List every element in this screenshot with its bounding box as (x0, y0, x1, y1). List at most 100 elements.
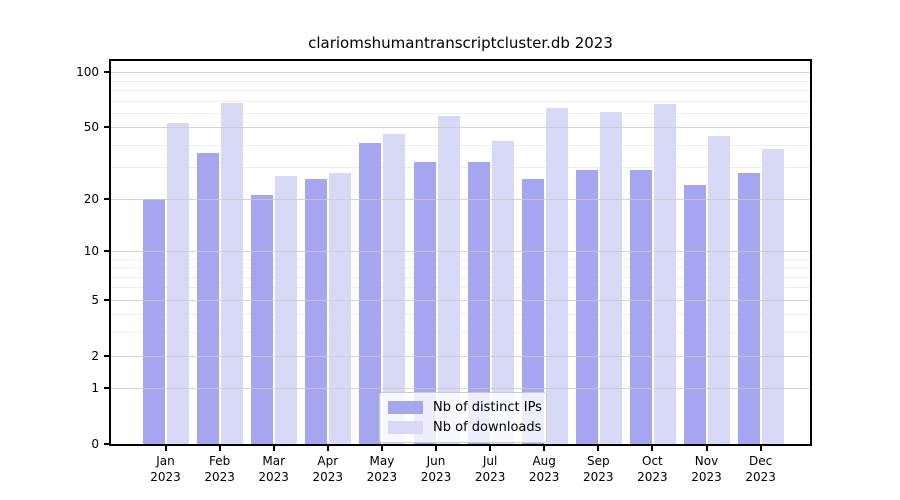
bar-nb-of-distinct-ips-jun (413, 162, 436, 444)
bar-nb-of-downloads-aug (545, 107, 568, 444)
bar-nb-of-downloads-feb (221, 102, 244, 444)
x-tick-mark (218, 446, 221, 451)
bar-nb-of-distinct-ips-mar (251, 195, 274, 444)
x-tick-mark (272, 446, 275, 451)
y-tick-label: 1 (91, 381, 99, 396)
gridline-minor (111, 144, 810, 146)
gridline-major (111, 250, 810, 252)
bar-nb-of-downloads-jul (491, 141, 514, 444)
plot-area (109, 59, 812, 446)
gridline-minor (111, 167, 810, 169)
y-tick-mark (104, 126, 109, 129)
x-tick-year: 2023 (204, 470, 235, 484)
legend-swatch (388, 401, 423, 414)
x-tick-month: May (369, 454, 395, 468)
bar-nb-of-distinct-ips-nov (684, 184, 706, 444)
y-tick-label: 2 (91, 348, 99, 363)
x-tick-year: 2023 (420, 470, 452, 484)
x-tick-label-jun: Jun 2023 (408, 453, 464, 485)
x-tick-mark (435, 446, 437, 451)
x-tick-mark (380, 446, 383, 451)
x-tick-year: 2023 (691, 470, 722, 484)
x-tick-month: Oct (642, 454, 663, 468)
gridline-minor (111, 80, 810, 82)
x-tick-year: 2023 (745, 470, 776, 484)
x-tick-label-mar: Mar 2023 (246, 453, 302, 485)
legend-item-nb-of-distinct-ips: Nb of distinct IPs (380, 399, 546, 416)
x-tick-year: 2023 (312, 470, 344, 484)
legend-label: Nb of downloads (433, 420, 542, 435)
gridline-major (111, 72, 810, 74)
y-tick-mark (104, 71, 109, 74)
bar-nb-of-downloads-sep (599, 111, 622, 444)
x-tick-label-feb: Feb 2023 (192, 453, 248, 485)
x-tick-month: Feb (208, 454, 231, 468)
x-tick-year: 2023 (528, 470, 560, 484)
x-tick-mark (543, 446, 546, 451)
x-tick-month: Sep (586, 454, 610, 468)
gridline-minor (111, 332, 810, 334)
gridline-major (111, 388, 810, 390)
y-tick-mark (104, 354, 109, 357)
gridline-minor (111, 314, 810, 316)
x-tick-month: Mar (262, 454, 285, 468)
x-tick-year: 2023 (474, 470, 506, 484)
x-tick-year: 2023 (150, 470, 181, 484)
x-tick-mark (759, 446, 762, 451)
gridline-minor (111, 112, 810, 114)
legend-item-nb-of-downloads: Nb of downloads (380, 419, 546, 436)
bar-nb-of-distinct-ips-may (359, 142, 382, 444)
bar-nb-of-distinct-ips-jul (467, 162, 490, 444)
bar-nb-of-distinct-ips-feb (197, 153, 220, 444)
bar-nb-of-downloads-jan (167, 122, 189, 444)
gridline-major (111, 299, 810, 301)
x-tick-mark (705, 446, 708, 451)
y-tick-mark (104, 443, 109, 445)
x-tick-mark (651, 446, 654, 451)
y-tick-label: 5 (91, 292, 99, 307)
x-tick-month: Dec (748, 454, 773, 468)
bar-nb-of-downloads-dec (762, 148, 785, 444)
x-tick-mark (489, 446, 492, 451)
x-tick-label-may: May 2023 (354, 453, 410, 485)
bar-nb-of-downloads-may (383, 133, 406, 444)
y-tick-label: 0 (91, 437, 99, 451)
x-tick-month: Nov (694, 454, 719, 468)
x-tick-label-oct: Oct 2023 (624, 453, 680, 485)
legend-label: Nb of distinct IPs (433, 400, 542, 415)
y-tick-mark (104, 387, 109, 390)
x-tick-year: 2023 (258, 470, 289, 484)
gridline-major (111, 355, 810, 357)
gridline-major (111, 127, 810, 129)
bar-nb-of-distinct-ips-aug (521, 178, 544, 444)
x-tick-month: Jul (482, 454, 498, 468)
x-tick-label-nov: Nov 2023 (679, 453, 735, 485)
x-tick-mark (164, 446, 167, 451)
x-tick-label-dec: Dec 2023 (733, 453, 789, 485)
bar-nb-of-downloads-oct (653, 104, 676, 444)
x-tick-year: 2023 (583, 470, 614, 484)
x-tick-year: 2023 (637, 470, 668, 484)
bar-nb-of-distinct-ips-sep (575, 170, 598, 444)
y-tick-label: 20 (83, 191, 99, 206)
x-tick-month: Jun (426, 454, 446, 468)
x-tick-month: Aug (532, 454, 556, 468)
gridline-minor (111, 276, 810, 278)
x-tick-month: Jan (156, 454, 175, 468)
bar-nb-of-distinct-ips-oct (629, 170, 652, 444)
y-tick-label: 10 (83, 243, 99, 258)
bar-nb-of-distinct-ips-jan (143, 198, 165, 444)
gridline-minor (111, 100, 810, 102)
x-tick-label-jan: Jan 2023 (138, 453, 194, 485)
x-tick-label-apr: Apr 2023 (300, 453, 356, 485)
x-tick-month: Apr (317, 454, 339, 468)
gridline-major (111, 198, 810, 200)
bar-nb-of-downloads-mar (275, 175, 298, 444)
legend: Nb of distinct IPs Nb of downloads (379, 392, 547, 443)
chart-title: clariomshumantranscriptcluster.db 2023 (308, 34, 613, 52)
gridline-minor (111, 258, 810, 260)
bar-nb-of-distinct-ips-dec (738, 172, 761, 444)
x-tick-label-sep: Sep 2023 (570, 453, 626, 485)
y-tick-mark (104, 249, 109, 252)
